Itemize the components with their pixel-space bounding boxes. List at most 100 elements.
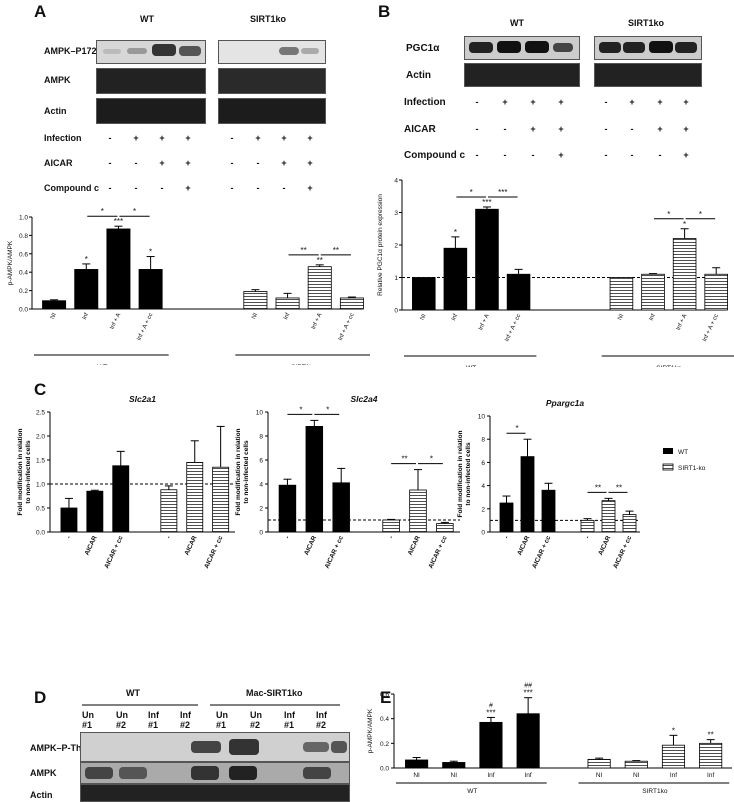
x-tick-label: AICAR + cc [612,535,633,570]
bar [332,482,350,533]
x-tick-label: NI [451,772,458,779]
bar [278,484,297,533]
treatment-sign: + [629,97,635,107]
y-tick-label: 4 [481,483,485,490]
y-tick-label: 0 [259,530,263,537]
panel-d-row-label: AMPK–P-Thr172 [30,743,101,753]
treatment-sign: + [502,97,508,107]
bracket-label: * [101,207,104,216]
panel-b-letter: B [378,2,391,21]
y-axis-label: Fold modification in relationto non-infe… [235,428,250,515]
blot-a-actin-wt [96,98,206,124]
treatment-sign: - [604,124,608,134]
panel-a-treat-label: Compound c [44,183,99,193]
x-tick-label: AICAR + cc [203,535,224,570]
group-label: WT [97,364,107,365]
y-tick-label: 2.5 [36,410,45,417]
y-tick-label: 1 [394,275,398,282]
lane-label: Un [216,710,228,720]
y-tick-label: 6 [259,458,263,465]
treatment-sign: + [558,150,564,160]
treatment-sign: + [185,133,191,143]
y-tick-label: 0.0 [380,766,389,773]
bar [409,489,427,533]
group-label: WT [467,788,477,795]
treatment-sign: - [503,150,507,160]
treatment-sign: + [530,97,536,107]
treatment-sign: - [531,150,535,160]
bracket-label: * [299,405,302,414]
treatment-sign: + [558,124,564,134]
treatment-sign: - [475,150,479,160]
group-label: WT [466,365,476,367]
legend-swatch-ko [662,463,674,471]
treatment-sign: - [230,183,234,193]
y-tick-label: 0.0 [19,307,28,314]
bar [307,266,332,310]
group-label: SIRT1ko [642,788,668,795]
y-axis-label: Relative PGC1α protein expression [377,194,384,296]
bar [624,760,648,769]
y-tick-label: 0 [481,530,485,537]
panel-b-group-ko: SIRT1ko [628,18,665,28]
significance-label: * [683,220,686,229]
lane-label: Un [116,710,128,720]
y-axis-label: Fold modification in relationto non-infe… [457,430,472,517]
bracket-label: ** [401,455,407,464]
panel-b-chart: 0 1 2 3 4 Relative PGC1α protein expression NI… [377,178,734,367]
y-tick-label: 4 [394,178,398,185]
y-tick-label: 0.6 [19,251,28,258]
x-tick-label: - [284,535,291,540]
treatment-sign: - [230,133,234,143]
bar [275,297,300,310]
bar [412,277,436,311]
panel-b-treat-label: Compound c [404,150,466,161]
chart-title: Slc2a4 [351,394,378,404]
y-tick-label: 0.6 [380,692,389,699]
panel-d-row-label: AMPK [30,768,57,778]
panel-d: D WT Mac-SIRT1ko Un #1 Un #2 Inf #1 Inf #2 Un #1 U… [0,680,360,802]
x-tick-label: AICAR [184,535,199,557]
treatment-sign: + [683,124,689,134]
x-tick-label: Inf [670,772,677,779]
bar [42,300,67,310]
treatment-sign: + [281,133,287,143]
panel-a-group-ko: SIRT1ko [250,14,287,24]
x-tick-label: AICAR + cc [427,535,448,570]
significance-label: *** [482,198,491,207]
lane-label: Inf [148,710,159,720]
x-tick-label: NI [617,313,625,321]
blot-a-p172-wt [96,40,206,64]
blot-a-p172-ko [218,40,326,64]
bar [160,489,178,533]
y-axis-label: Fold modification in relationto non-infe… [17,428,32,515]
bracket-label: * [515,424,518,433]
bracket-label: * [470,188,473,197]
panel-c-charts: Slc2a1 0.0 0.5 1.0 1.5 2.0 2.5 Fold modificatio… [17,394,706,570]
x-tick-label: - [388,535,395,540]
hash-label: # [489,702,493,709]
legend-swatch-wt [663,448,673,454]
x-tick-label: NI [251,312,259,320]
treatment-sign: + [683,97,689,107]
x-tick-label: Inf [82,312,90,321]
x-tick-label: Inf + A [676,313,689,331]
x-tick-label: NI [420,313,428,321]
x-tick-label: - [165,535,172,540]
treatment-sign: - [282,183,286,193]
y-tick-label: 2 [481,506,485,513]
hash-label: ## [524,683,532,690]
x-tick-label: Inf [487,772,494,779]
treatment-sign: + [255,133,261,143]
bar [138,269,163,310]
y-tick-label: 4 [259,482,263,489]
treatment-sign: + [657,97,663,107]
chart-title: Slc2a1 [129,394,156,404]
bar [475,208,499,311]
panel-a-treat-label: AICAR [44,158,73,168]
y-tick-label: 0.4 [19,270,28,277]
y-tick-label: 0.4 [380,716,389,723]
x-tick-label: - [584,535,591,540]
y-tick-label: 2.0 [36,434,45,441]
significance-label: *** [114,217,123,226]
